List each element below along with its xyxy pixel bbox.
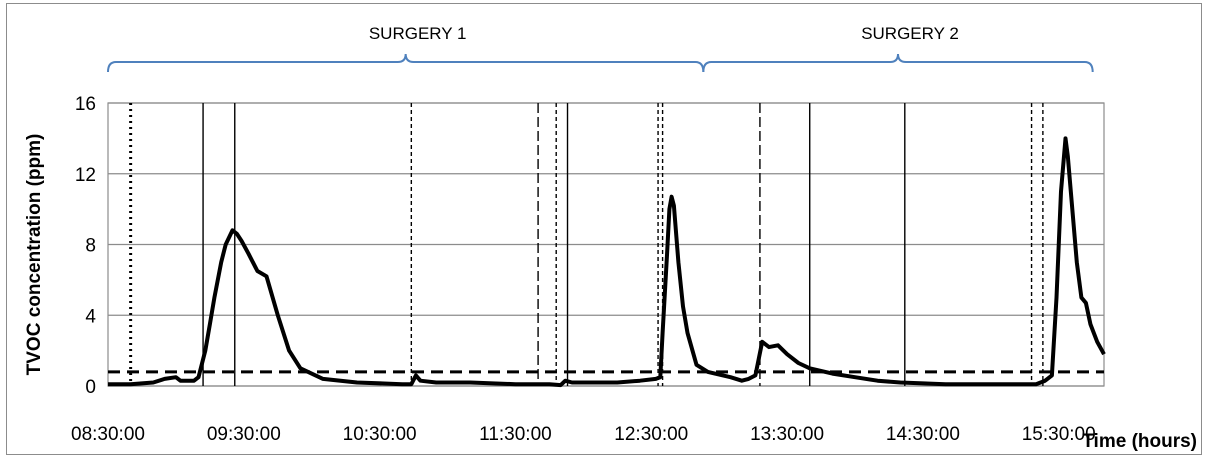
x-tick-label: 12:30:00 <box>614 424 688 445</box>
chart-frame <box>6 3 1202 455</box>
surgery-bracket <box>107 53 705 73</box>
surgery-label: SURGERY 1 <box>369 24 467 43</box>
y-tick-label: 0 <box>85 377 96 398</box>
y-tick-label: 16 <box>75 94 96 115</box>
tvoc-series-line <box>108 136 1106 388</box>
y-tick-label: 8 <box>85 236 96 257</box>
x-tick-label: 08:30:00 <box>71 424 145 445</box>
surgery-label: SURGERY 2 <box>861 24 959 43</box>
x-tick-label: 09:30:00 <box>207 424 281 445</box>
x-tick-labels: 08:30:00 09:30:00 10:30:00 11:30:00 12:30:00… <box>71 424 1096 445</box>
x-tick-label: 13:30:00 <box>750 424 824 445</box>
x-axis-label: Time (hours) <box>1082 431 1197 452</box>
x-tick-label: 10:30:00 <box>343 424 417 445</box>
x-tick-label: 15:30:00 <box>1022 424 1096 445</box>
surgery-bracket <box>702 53 1094 73</box>
y-tick-labels: 0 4 8 12 16 <box>75 94 97 398</box>
plot-area-border <box>107 102 1105 387</box>
x-tick-label: 11:30:00 <box>479 424 552 445</box>
y-tick-label: 12 <box>75 165 96 186</box>
y-axis-label: TVOC concentration (ppm) <box>24 134 45 376</box>
event-lines <box>129 103 1044 386</box>
x-tick-label: 14:30:00 <box>886 424 960 445</box>
surgery-brackets: SURGERY 1 SURGERY 2 <box>107 24 1094 73</box>
gridlines <box>107 102 1105 387</box>
y-tick-label: 4 <box>85 306 96 327</box>
